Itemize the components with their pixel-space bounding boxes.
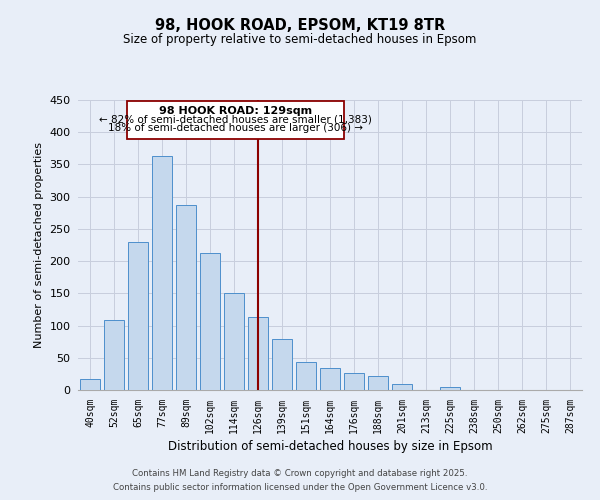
Bar [248, 317, 268, 390]
Bar [104, 320, 124, 390]
Bar [392, 384, 412, 390]
X-axis label: Distribution of semi-detached houses by size in Epsom: Distribution of semi-detached houses by … [167, 440, 493, 453]
Bar [152, 156, 172, 390]
Text: Size of property relative to semi-detached houses in Epsom: Size of property relative to semi-detach… [124, 32, 476, 46]
Bar [176, 205, 196, 390]
Text: 98 HOOK ROAD: 129sqm: 98 HOOK ROAD: 129sqm [159, 106, 313, 116]
Bar [320, 368, 340, 390]
Bar [440, 387, 460, 390]
Bar [296, 362, 316, 390]
Bar [80, 379, 100, 390]
Bar [224, 294, 244, 390]
Text: 18% of semi-detached houses are larger (306) →: 18% of semi-detached houses are larger (… [109, 123, 364, 133]
Text: 98, HOOK ROAD, EPSOM, KT19 8TR: 98, HOOK ROAD, EPSOM, KT19 8TR [155, 18, 445, 32]
Y-axis label: Number of semi-detached properties: Number of semi-detached properties [34, 142, 44, 348]
Bar [344, 372, 364, 390]
Bar [368, 376, 388, 390]
Text: Contains HM Land Registry data © Crown copyright and database right 2025.: Contains HM Land Registry data © Crown c… [132, 468, 468, 477]
Bar [200, 252, 220, 390]
Bar [128, 242, 148, 390]
FancyBboxPatch shape [127, 102, 344, 138]
Text: ← 82% of semi-detached houses are smaller (1,383): ← 82% of semi-detached houses are smalle… [100, 115, 372, 125]
Bar [272, 339, 292, 390]
Text: Contains public sector information licensed under the Open Government Licence v3: Contains public sector information licen… [113, 484, 487, 492]
